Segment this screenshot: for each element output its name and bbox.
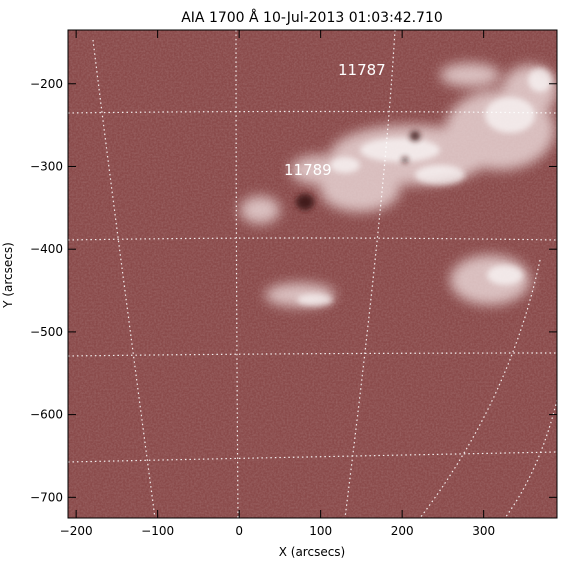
x-tick-label: 300 xyxy=(472,524,495,538)
x-tick-label: 100 xyxy=(309,524,332,538)
y-tick-label: −200 xyxy=(30,77,63,91)
y-tick-label: −700 xyxy=(30,490,63,504)
plot-frame xyxy=(67,29,558,519)
y-tick-label: −400 xyxy=(30,242,63,256)
y-tick-label: −500 xyxy=(30,325,63,339)
solar-image: 11787 11789 xyxy=(68,30,557,518)
sunspots xyxy=(296,131,420,210)
coordinate-grid xyxy=(68,30,557,518)
plage-cores xyxy=(297,68,552,306)
y-axis-label: Y (arcsecs) xyxy=(1,242,15,309)
x-axis-label: X (arcsecs) xyxy=(279,545,346,559)
y-axis-ticks: −200 −300 −400 −500 −600 −700 xyxy=(30,77,557,504)
x-tick-label: −200 xyxy=(60,524,93,538)
plot-title: AIA 1700 Å 10-Jul-2013 01:03:42.710 xyxy=(181,9,443,26)
y-tick-label: −300 xyxy=(30,159,63,173)
region-label-11789: 11789 xyxy=(284,161,332,179)
y-tick-label: −600 xyxy=(30,408,63,422)
region-label-11787: 11787 xyxy=(338,61,386,79)
x-axis-ticks: −200 −100 0 100 200 300 xyxy=(60,30,495,538)
x-tick-label: −100 xyxy=(141,524,174,538)
x-tick-label: 200 xyxy=(391,524,414,538)
x-tick-label: 0 xyxy=(235,524,243,538)
